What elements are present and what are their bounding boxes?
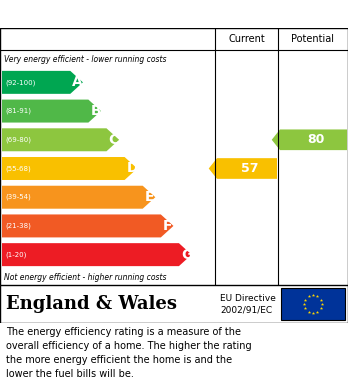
Polygon shape <box>272 129 347 150</box>
Text: England & Wales: England & Wales <box>6 295 177 313</box>
Polygon shape <box>209 158 277 179</box>
Text: Very energy efficient - lower running costs: Very energy efficient - lower running co… <box>4 54 166 63</box>
Text: E: E <box>145 190 154 204</box>
Text: (55-68): (55-68) <box>5 165 31 172</box>
Text: (69-80): (69-80) <box>5 136 31 143</box>
Text: G: G <box>181 248 192 262</box>
Text: D: D <box>127 161 138 176</box>
Text: C: C <box>109 133 119 147</box>
Polygon shape <box>2 157 137 180</box>
Polygon shape <box>2 214 173 237</box>
Text: Potential: Potential <box>292 34 334 44</box>
Text: (1-20): (1-20) <box>5 251 26 258</box>
Text: A: A <box>72 75 83 90</box>
Text: (39-54): (39-54) <box>5 194 31 201</box>
Polygon shape <box>2 128 119 151</box>
Text: F: F <box>163 219 172 233</box>
Text: The energy efficiency rating is a measure of the
overall efficiency of a home. T: The energy efficiency rating is a measur… <box>6 327 252 379</box>
Text: EU Directive
2002/91/EC: EU Directive 2002/91/EC <box>220 294 276 314</box>
Text: Current: Current <box>228 34 265 44</box>
Text: B: B <box>90 104 101 118</box>
Text: Energy Efficiency Rating: Energy Efficiency Rating <box>10 7 220 22</box>
Text: Not energy efficient - higher running costs: Not energy efficient - higher running co… <box>4 273 166 282</box>
Polygon shape <box>2 243 191 266</box>
Text: (81-91): (81-91) <box>5 108 31 114</box>
Text: (21-38): (21-38) <box>5 223 31 229</box>
Text: (92-100): (92-100) <box>5 79 35 86</box>
Polygon shape <box>2 100 101 122</box>
Polygon shape <box>2 71 83 94</box>
Text: 80: 80 <box>307 133 325 146</box>
Text: 57: 57 <box>241 162 258 175</box>
Polygon shape <box>2 186 155 209</box>
Bar <box>281 288 345 320</box>
